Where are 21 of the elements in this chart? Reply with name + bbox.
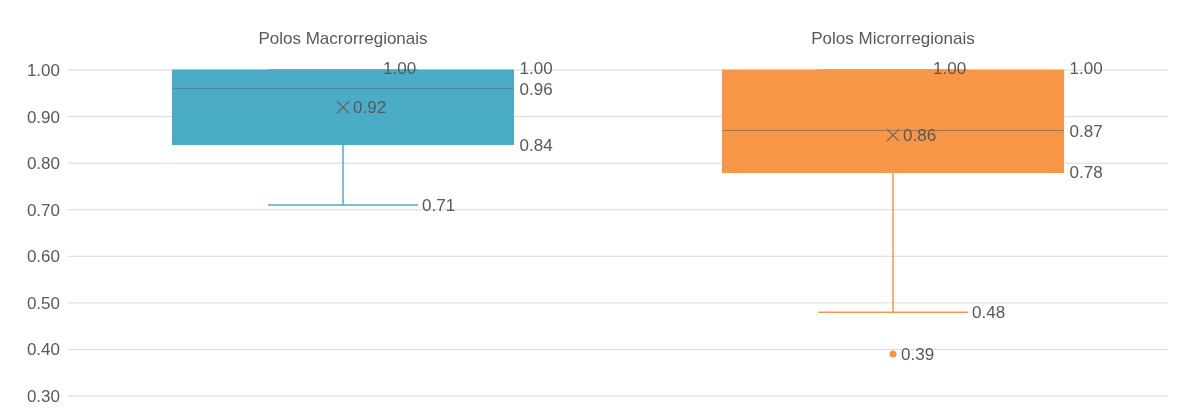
annotation: 0.78 (1069, 163, 1103, 183)
annotation: 0.86 (903, 126, 937, 146)
annotation: 1.00 (519, 59, 553, 78)
x-tick-label: Polos Microrregionais (811, 29, 975, 48)
y-tick-label: 0.40 (26, 340, 60, 360)
y-tick-label: 0.30 (26, 387, 60, 407)
y-tick-label: 0.70 (26, 200, 60, 220)
annotation: 1.00 (1069, 59, 1103, 78)
annotation: 0.92 (353, 98, 387, 118)
y-tick-label: 0.90 (26, 107, 60, 127)
annotation: 0.96 (519, 79, 553, 99)
annotation: 0.84 (519, 135, 553, 155)
annotation: 0.71 (422, 196, 456, 216)
annotation: 0.87 (1069, 121, 1103, 141)
y-tick-label: 0.80 (26, 154, 60, 174)
y-tick-label: 0.50 (26, 293, 60, 313)
annotation: 0.39 (901, 345, 935, 365)
y-tick-label: 1.00 (26, 61, 60, 81)
annotation: 0.48 (972, 303, 1006, 323)
x-tick-label: Polos Macrorregionais (258, 29, 428, 48)
y-tick-label: 0.60 (26, 247, 60, 267)
